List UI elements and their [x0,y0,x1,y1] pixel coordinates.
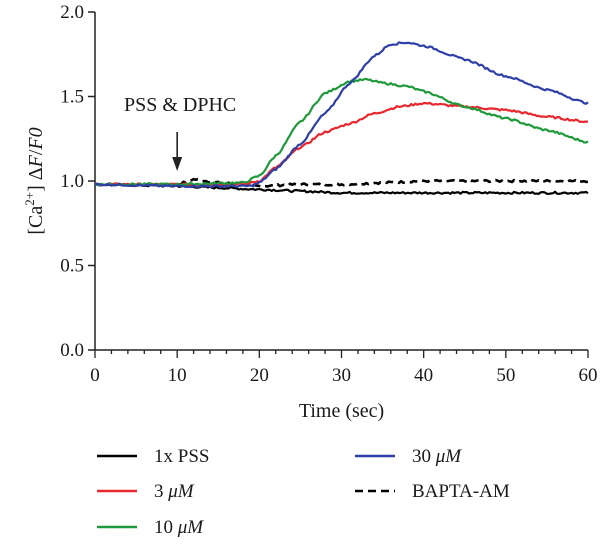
y-ticks: 0.0 0.5 1.0 1.5 2.0 [60,2,95,361]
y-axis-title-superscript: 2+ [22,192,37,206]
y-axis-title-f: F [25,154,47,168]
legend-label: 30 μM [412,446,462,467]
legend-label-text: BAPTA-AM [412,481,510,502]
legend-label: 10 μM [154,517,204,538]
y-axis-title-bracket-open: [Ca [25,206,47,235]
y-axis-title: [Ca2+] ΔF/F0 [22,127,47,234]
y-tick-label: 1.0 [60,171,84,192]
legend-item-1: 3 μM [97,481,195,502]
x-tick-label: 40 [414,365,433,386]
legend-label: 1x PSS [154,446,209,467]
y-tick-label: 1.5 [60,87,84,108]
annotation-arrow-head [172,157,183,171]
y-tick-label: 2.0 [60,2,84,23]
legend-label: BAPTA-AM [412,481,510,502]
x-ticks: 0 10 20 30 40 50 60 [90,350,598,386]
legend-item-4: BAPTA-AM [355,481,510,502]
x-tick-label: 60 [579,365,598,386]
y-axis-title-bracket-close: ] [25,180,47,192]
x-tick-label: 10 [168,365,187,386]
annotation-text: PSS & DPHC [124,94,236,116]
legend-label-unit: μM [167,481,195,502]
y-tick-label: 0.0 [60,340,84,361]
series-line-4 [94,177,589,189]
series-line-3 [94,41,589,189]
y-tick-label: 0.5 [60,256,84,277]
legend-label-unit: μM [177,517,205,538]
legend-label-unit: μM [435,446,463,467]
x-tick-label: 20 [250,365,269,386]
x-tick-label: 0 [90,365,100,386]
legend-label-text: 10 [154,517,178,538]
x-tick-label: 30 [332,365,351,386]
y-axis-title-slash: / [25,149,47,155]
legend-item-2: 10 μM [97,517,204,538]
y-axis-title-delta: Δ [25,167,47,180]
annotation: PSS & DPHC [124,94,236,171]
legend-label: 3 μM [154,481,195,502]
x-tick-label: 50 [496,365,515,386]
series-line-2 [94,77,589,187]
x-axis-title: Time (sec) [299,400,384,422]
legend-label-text: 30 [412,446,436,467]
legend-label-text: 1x PSS [154,446,209,467]
y-axis-title-f0: F0 [25,127,47,150]
legend-item-0: 1x PSS [97,446,209,467]
legend-item-3: 30 μM [355,446,462,467]
legend-label-text: 3 [154,481,168,502]
plot-lines [94,41,589,195]
